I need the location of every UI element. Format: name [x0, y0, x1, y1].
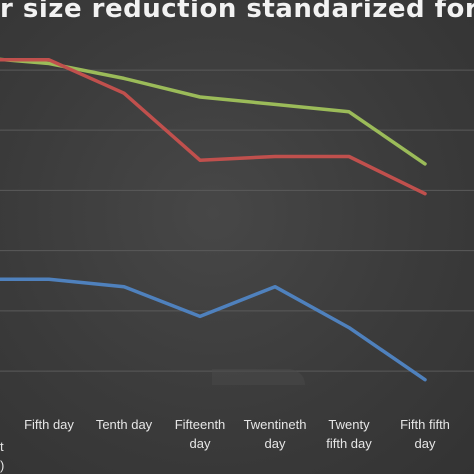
- background-shading: [212, 369, 305, 385]
- series-layer: [0, 57, 427, 382]
- y-axis-label-fragment-1: t: [0, 439, 4, 454]
- x-tick-label: Twentineth day: [244, 417, 307, 451]
- gridlines: [0, 69, 474, 372]
- x-tick-label: Fifth fifth day: [400, 417, 450, 451]
- x-tick-label: Tenth day: [96, 417, 153, 432]
- x-tick-label: Twenty fifth day: [326, 417, 372, 451]
- x-axis-ticks: Fifth day Tenth day Fifteenth day Twentineth…: [24, 417, 450, 451]
- series-line-1: [0, 57, 427, 166]
- series-line-3: [0, 277, 427, 382]
- x-tick-label: Fifteenth day: [175, 417, 226, 451]
- y-axis-label-fragment-2: ): [0, 458, 4, 473]
- series-line-2: [0, 58, 427, 196]
- x-tick-label: Fifth day: [24, 417, 74, 432]
- chart-title: cer size reduction standarized for tim: [0, 0, 474, 24]
